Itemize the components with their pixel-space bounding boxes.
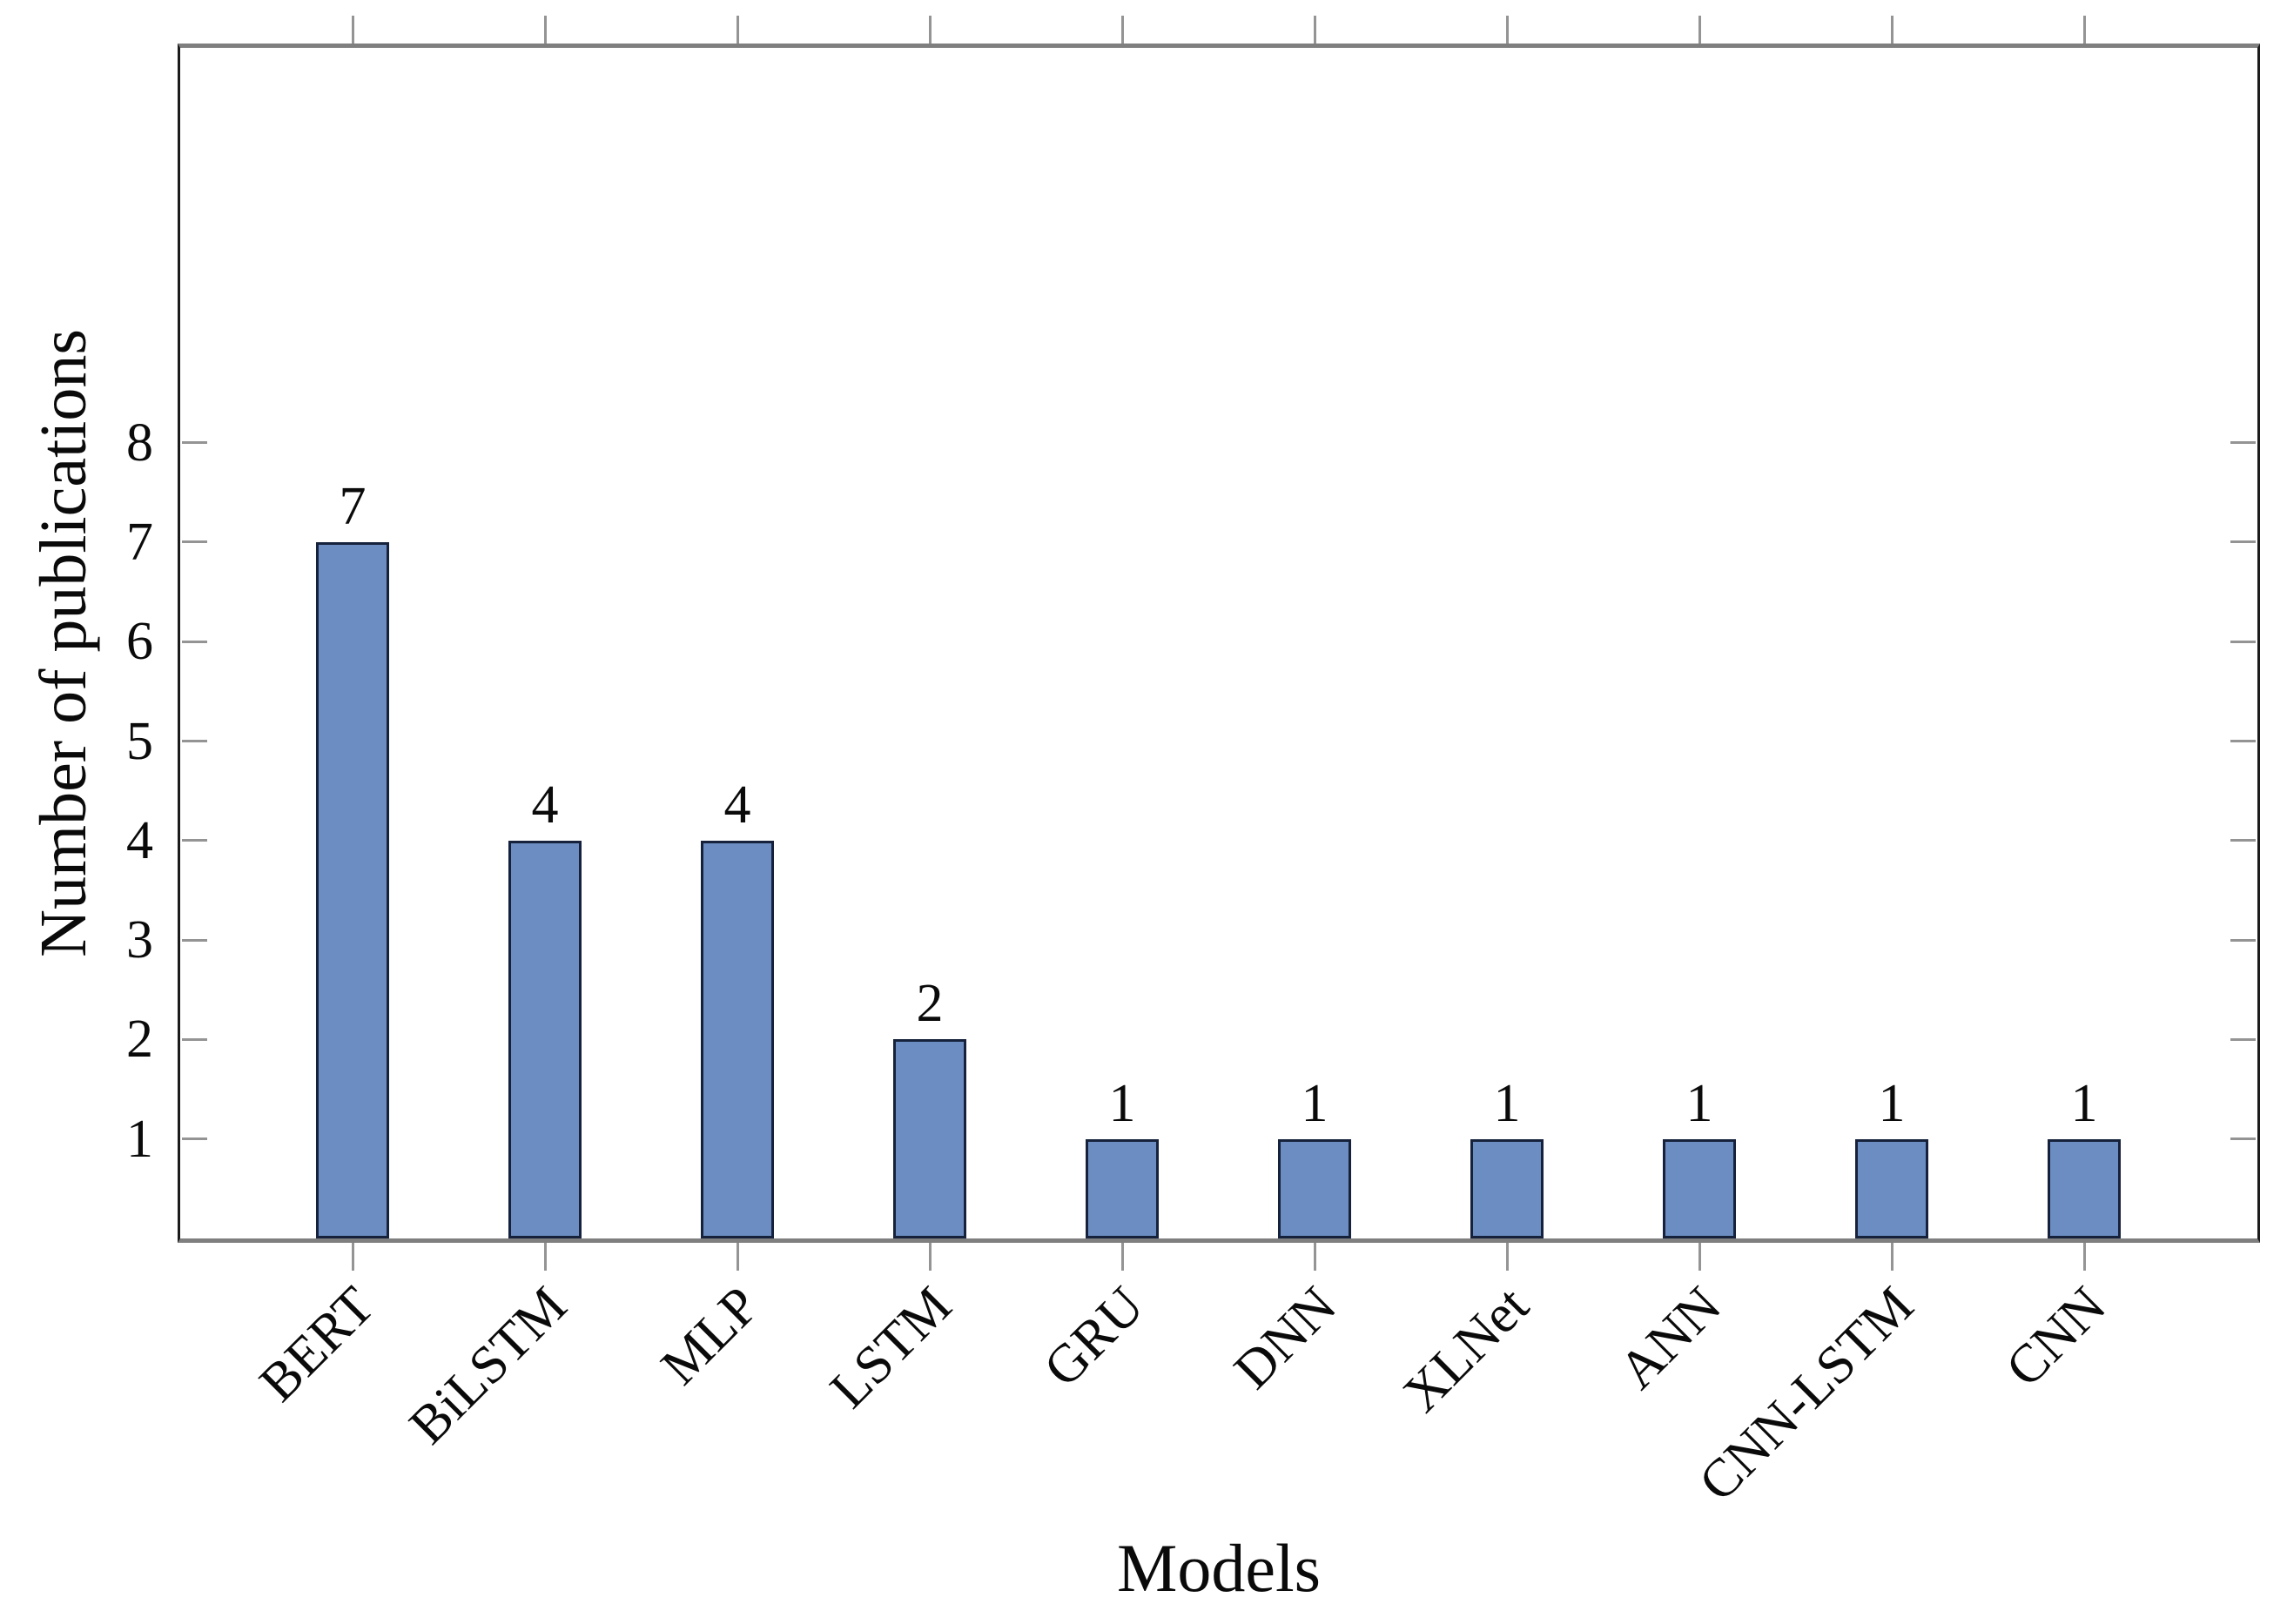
y-tick-label: 3 [126, 910, 153, 970]
y-tick-label: 6 [126, 612, 153, 672]
x-top-tick [2082, 16, 2086, 44]
bar-mlp [701, 840, 774, 1238]
bar-ann [1663, 1138, 1736, 1238]
bar-value-label: 2 [916, 974, 944, 1034]
x-tick-label-cnn: CNN [1994, 1275, 2117, 1399]
x-bottom-tick [351, 1243, 354, 1271]
x-top-tick [1505, 16, 1509, 44]
bar-value-label: 7 [339, 476, 367, 536]
x-tick-label-bert: BERT [248, 1275, 386, 1413]
x-top-tick [1120, 16, 1124, 44]
x-top-tick [351, 16, 354, 44]
x-bottom-tick [2082, 1243, 2086, 1271]
bar-cnn [2048, 1138, 2121, 1238]
x-tick-label-ann: ANN [1607, 1275, 1732, 1400]
x-top-tick [543, 16, 547, 44]
bar-value-label: 1 [1493, 1073, 1521, 1133]
y-tick-label: 1 [126, 1109, 153, 1169]
x-tick-label-bilstm: BiLSTM [398, 1275, 578, 1456]
y-tick-label: 4 [126, 810, 153, 870]
y-tick-left [182, 1037, 207, 1041]
y-tick-right [2230, 540, 2256, 544]
bar-gru [1086, 1138, 1159, 1238]
x-bottom-tick [736, 1243, 739, 1271]
x-tick-label-lstm: LSTM [818, 1275, 963, 1419]
x-bottom-tick [543, 1243, 547, 1271]
y-tick-left [182, 740, 207, 742]
x-axis-title: Models [1117, 1530, 1321, 1606]
y-tick-label: 2 [126, 1010, 153, 1070]
y-tick-left [182, 441, 207, 445]
y-tick-label: 8 [126, 413, 153, 473]
x-top-tick [736, 16, 739, 44]
bar-value-label: 4 [723, 775, 751, 835]
x-tick-label-gru: GRU [1033, 1275, 1155, 1399]
bar-value-label: 1 [2070, 1073, 2098, 1133]
y-tick-right [2230, 740, 2256, 742]
x-top-tick [928, 16, 932, 44]
x-bottom-tick [928, 1243, 932, 1271]
x-top-tick [1890, 16, 1894, 44]
bar-bert [316, 541, 389, 1238]
bar-value-label: 4 [531, 775, 559, 835]
bar-dnn [1278, 1138, 1351, 1238]
y-tick-left [182, 839, 207, 842]
y-tick-left [182, 540, 207, 544]
bar-xlnet [1470, 1138, 1544, 1238]
y-tick-right [2230, 640, 2256, 643]
plot-area [178, 44, 2260, 1243]
x-bottom-tick [1890, 1243, 1894, 1271]
bar-value-label: 1 [1685, 1073, 1713, 1133]
y-tick-right [2230, 938, 2256, 942]
x-top-tick [1313, 16, 1316, 44]
x-tick-label-dnn: DNN [1222, 1275, 1348, 1400]
x-bottom-tick [1505, 1243, 1509, 1271]
y-tick-right [2230, 1037, 2256, 1041]
y-tick-left [182, 640, 207, 643]
y-tick-right [2230, 1137, 2256, 1141]
bar-cnn-lstm [1855, 1138, 1928, 1238]
x-tick-label-mlp: MLP [649, 1275, 770, 1397]
bar-lstm [893, 1039, 966, 1238]
x-bottom-tick [1698, 1243, 1701, 1271]
y-tick-left [182, 1137, 207, 1141]
y-tick-right [2230, 441, 2256, 445]
x-bottom-tick [1120, 1243, 1124, 1271]
y-tick-left [182, 938, 207, 942]
y-tick-label: 7 [126, 512, 153, 572]
bar-value-label: 1 [1301, 1073, 1328, 1133]
x-top-tick [1698, 16, 1701, 44]
bar-value-label: 1 [1108, 1073, 1136, 1133]
bar-bilstm [508, 840, 582, 1238]
x-bottom-tick [1313, 1243, 1316, 1271]
y-tick-label: 5 [126, 711, 153, 771]
x-tick-label-xlnet: XLNet [1392, 1275, 1540, 1424]
bar-value-label: 1 [1878, 1073, 1906, 1133]
y-tick-right [2230, 839, 2256, 842]
